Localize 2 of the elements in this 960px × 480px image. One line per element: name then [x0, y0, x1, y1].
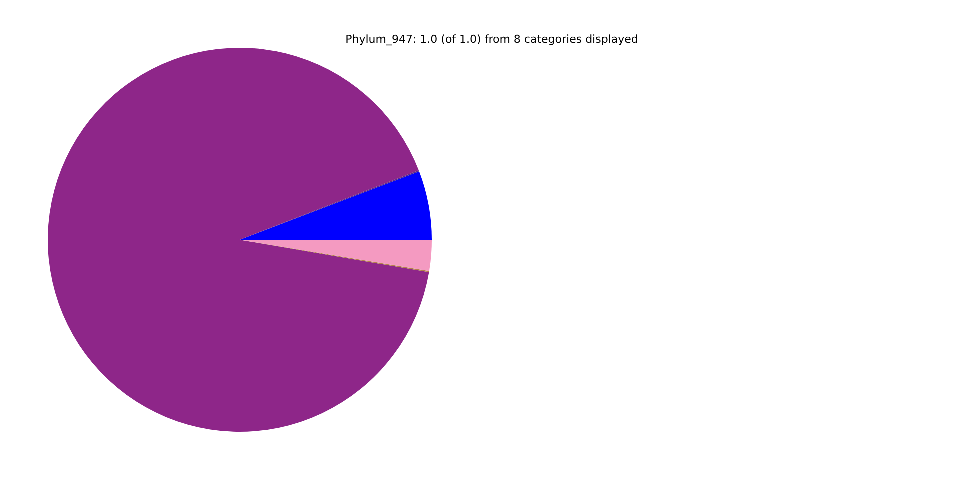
pie-slice: [48, 48, 430, 432]
text: Phylum_947: 1.0 (of 1.0) from 8 categories displayed: [346, 33, 638, 46]
